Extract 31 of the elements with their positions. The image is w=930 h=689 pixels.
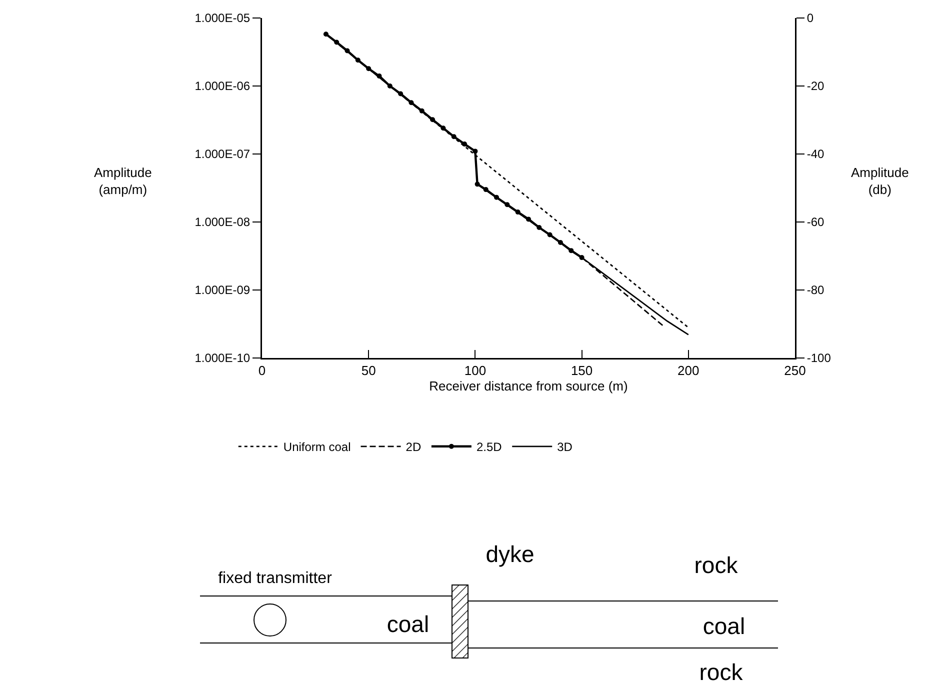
text: fixed transmitter [218,570,333,587]
y2-tick-label: 0 [806,11,814,26]
y-axis-title: Amplitude (amp/m) [94,165,152,197]
legend-label: 3D [557,440,573,454]
text: coal [386,611,430,637]
legend-label: 2D [406,440,422,454]
text: dyke [486,541,534,567]
legend-label: 2.5D [476,440,502,454]
x-tick-label: 0 [258,363,266,378]
y2-axis-title: Amplitude (db) [851,165,909,197]
text: coal [702,613,746,639]
y-tick-label: 1.000E-07 [194,147,250,162]
x-axis-title: Receiver distance from source (m) [429,378,628,394]
text: rock [699,659,744,685]
y-tick-label: 1.000E-09 [194,283,250,298]
y2-tick-label: -60 [806,215,825,230]
legend-label: Uniform coal [283,440,351,454]
x-tick-label: 50 [361,363,376,378]
x-tick-label: 100 [464,363,486,378]
y2-tick-label: -80 [806,283,825,298]
y2-tick-label: -20 [806,79,825,94]
x-tick-label: 200 [678,363,700,378]
text: rock [694,552,738,578]
y-tick-label: 1.000E-10 [194,351,250,366]
y-tick-label: 1.000E-08 [194,215,250,230]
y2-tick-label: -100 [806,351,832,366]
y-tick-label: 1.000E-05 [194,11,250,26]
x-tick-label: 150 [570,363,593,378]
x-tick-label: 250 [784,363,806,378]
y2-tick-label: -40 [806,147,825,162]
y-tick-label: 1.000E-06 [194,79,250,94]
